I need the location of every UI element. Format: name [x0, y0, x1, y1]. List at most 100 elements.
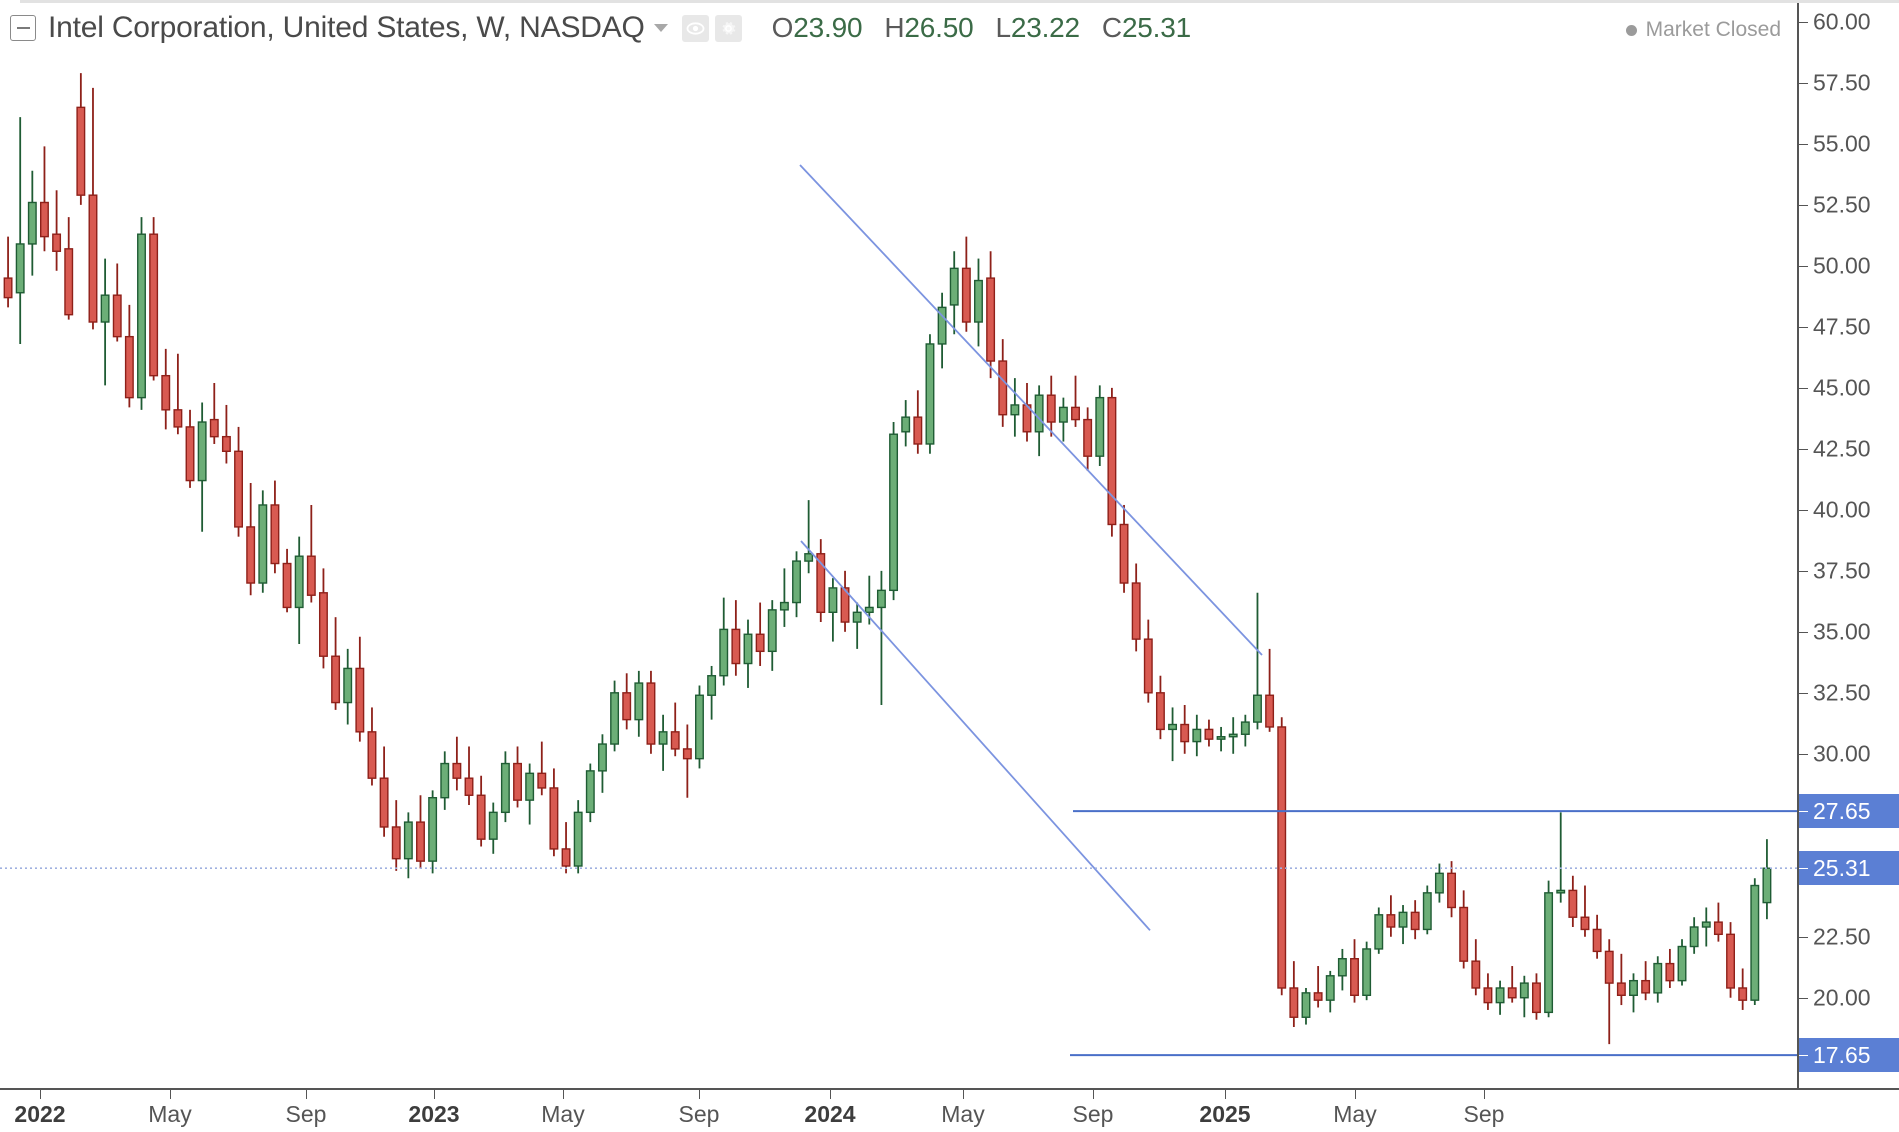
candle-body — [1301, 992, 1311, 1018]
time-tick-label: Sep — [285, 1101, 327, 1127]
candle-body — [1240, 721, 1250, 735]
time-tick — [1093, 1090, 1094, 1099]
lower-descending-trendline[interactable] — [800, 540, 1131, 909]
candle-body — [1192, 728, 1202, 743]
time-tick-label: Sep — [678, 1101, 720, 1127]
last-price-badge[interactable]: 25.31 — [1799, 851, 1899, 886]
candle-body — [88, 194, 98, 323]
candle-body — [76, 106, 86, 196]
price-tick — [1799, 868, 1808, 870]
candle-body — [925, 343, 935, 445]
price-tick-label: 35.00 — [1813, 618, 1871, 645]
price-tick — [1799, 631, 1808, 633]
candle-body — [1204, 728, 1214, 740]
candle-body — [258, 504, 268, 584]
time-axis[interactable]: 2022 May Sep 2023 May Sep 2024 May Sep 2025 May Sep — [0, 1088, 1899, 1132]
candle-body — [1483, 987, 1493, 1004]
eye-icon[interactable] — [681, 14, 709, 42]
time-tick — [1225, 1090, 1226, 1099]
level-price-badge[interactable]: 17.65 — [1799, 1038, 1899, 1073]
time-tick-label: 2023 — [408, 1101, 460, 1127]
time-tick — [306, 1090, 307, 1099]
candle-body — [15, 243, 25, 294]
time-tick-label: 2022 — [14, 1101, 66, 1127]
upper-descending-trendline[interactable] — [799, 164, 1263, 656]
ohlc-close-label: C — [1101, 12, 1122, 43]
time-tick-label: May — [941, 1101, 985, 1127]
gear-icon[interactable] — [714, 14, 742, 42]
candle-body — [331, 655, 341, 704]
candle-body — [440, 762, 450, 799]
candle-body — [221, 435, 231, 453]
price-tick — [1799, 82, 1808, 84]
candle-body — [1677, 945, 1687, 982]
candle-body — [876, 589, 886, 609]
time-tick-label: Sep — [1072, 1101, 1114, 1127]
candle-body — [864, 606, 874, 614]
price-tick — [1799, 936, 1808, 938]
candle-body — [161, 374, 171, 411]
candle-body — [1629, 979, 1638, 996]
candle-body — [1228, 733, 1238, 738]
candle-body — [137, 233, 146, 399]
candle-body — [1713, 921, 1723, 936]
candle-body — [100, 294, 110, 323]
candle-body — [658, 731, 668, 745]
candle-body — [1410, 911, 1420, 931]
candles-layer — [3, 73, 1772, 1045]
candle-body — [974, 279, 983, 323]
candle-body — [828, 587, 838, 613]
candle-body — [391, 826, 401, 860]
candle-body — [1495, 987, 1505, 1004]
ohlc-high-value: 26.50 — [904, 12, 974, 43]
candle-body — [355, 667, 365, 733]
price-tick — [1799, 997, 1808, 999]
price-tick-label: 32.50 — [1813, 679, 1871, 706]
candle-body — [40, 201, 49, 238]
symbol-title[interactable]: Intel Corporation, United States, W, NAS… — [48, 11, 645, 44]
candle-body — [1519, 982, 1529, 999]
price-tick — [1799, 448, 1808, 450]
time-tick — [40, 1090, 41, 1099]
price-axis[interactable]: 60.00 57.50 55.00 52.50 50.00 47.50 45.00 42.50… — [1797, 0, 1899, 1088]
candle-body — [1119, 523, 1129, 584]
price-tick — [1799, 1055, 1808, 1057]
candle-body — [1580, 916, 1590, 931]
candle-body — [1701, 921, 1711, 928]
candle-body — [1507, 987, 1517, 999]
candle-body — [525, 772, 535, 801]
candle-body — [64, 248, 74, 316]
candle-body — [1277, 726, 1287, 989]
candle-body — [173, 409, 183, 428]
candle-body — [913, 416, 923, 445]
price-tick — [1799, 570, 1808, 572]
level-price-badge[interactable]: 27.65 — [1799, 794, 1899, 829]
candle-body — [185, 426, 195, 482]
candle-body — [294, 555, 304, 609]
candle-body — [1568, 889, 1578, 918]
time-tick — [563, 1090, 564, 1099]
chart-plot-area[interactable] — [0, 0, 1797, 1088]
candle-body — [1762, 867, 1772, 904]
candle-body — [149, 233, 159, 377]
collapse-minus-icon[interactable] — [10, 15, 36, 41]
market-status: Market Closed — [1625, 18, 1781, 42]
candle-body — [901, 416, 911, 433]
time-tick-label: May — [541, 1101, 585, 1127]
candle-body — [464, 777, 474, 796]
chevron-down-icon[interactable] — [653, 24, 668, 32]
candle-body — [998, 360, 1008, 416]
time-tick-label: 2025 — [1199, 1101, 1251, 1127]
price-tick-label: 60.00 — [1813, 8, 1871, 35]
window-top-strip — [0, 0, 1899, 3]
candle-body — [585, 770, 595, 814]
candle-body — [1253, 694, 1262, 723]
time-tick — [699, 1090, 700, 1099]
candle-body — [318, 592, 328, 657]
candle-body — [561, 848, 571, 867]
candle-body — [1313, 992, 1323, 1001]
candle-body — [779, 601, 789, 611]
candle-body — [1471, 960, 1481, 989]
time-tick — [170, 1090, 171, 1099]
